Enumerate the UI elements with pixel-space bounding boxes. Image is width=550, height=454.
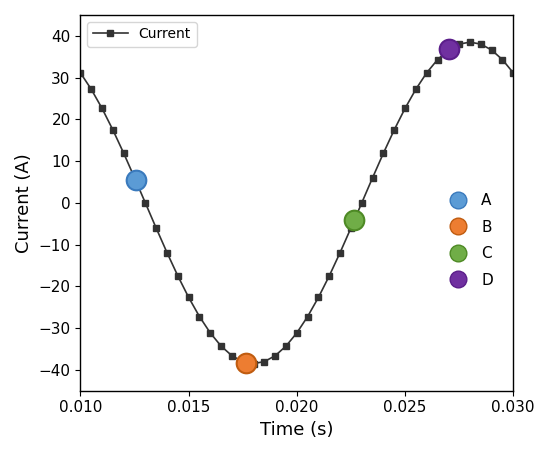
- Current: [196, 314, 203, 319]
- Y-axis label: Current (A): Current (A): [15, 153, 33, 253]
- Current: [359, 200, 365, 206]
- Current: [174, 273, 181, 279]
- Current: [304, 314, 311, 319]
- Current: [207, 330, 213, 336]
- Point: [350, 217, 359, 224]
- Point: [445, 45, 454, 53]
- Current: [456, 41, 463, 47]
- Current: [391, 127, 398, 133]
- Current: [315, 295, 322, 300]
- Current: [369, 175, 376, 180]
- Line: Current: Current: [77, 39, 516, 367]
- Current: [239, 359, 246, 364]
- Current: [412, 86, 419, 92]
- Current: [120, 150, 127, 156]
- Current: [229, 353, 235, 359]
- Point: [131, 177, 140, 184]
- Current: [337, 250, 343, 255]
- X-axis label: Time (s): Time (s): [260, 421, 334, 439]
- Current: [434, 57, 441, 62]
- Current: [380, 150, 387, 156]
- Current: [499, 57, 506, 62]
- Current: [88, 86, 95, 92]
- Current: [153, 225, 159, 231]
- Current: [250, 361, 257, 366]
- Current: [348, 225, 354, 231]
- Current: [131, 175, 138, 180]
- Legend: A, B, C, D: A, B, C, D: [437, 187, 499, 294]
- Current: [424, 70, 430, 75]
- Current: [272, 353, 278, 359]
- Current: [77, 70, 84, 75]
- Current: [218, 343, 224, 349]
- Current: [164, 250, 170, 255]
- Current: [445, 47, 452, 53]
- Current: [142, 200, 148, 206]
- Current: [477, 41, 484, 47]
- Current: [109, 127, 116, 133]
- Current: [466, 39, 473, 45]
- Current: [261, 359, 268, 364]
- Current: [294, 330, 300, 336]
- Point: [241, 359, 250, 366]
- Current: [99, 106, 106, 111]
- Current: [185, 295, 192, 300]
- Current: [283, 343, 289, 349]
- Current: [402, 106, 408, 111]
- Current: [326, 273, 333, 279]
- Current: [510, 70, 516, 75]
- Current: [488, 47, 495, 53]
